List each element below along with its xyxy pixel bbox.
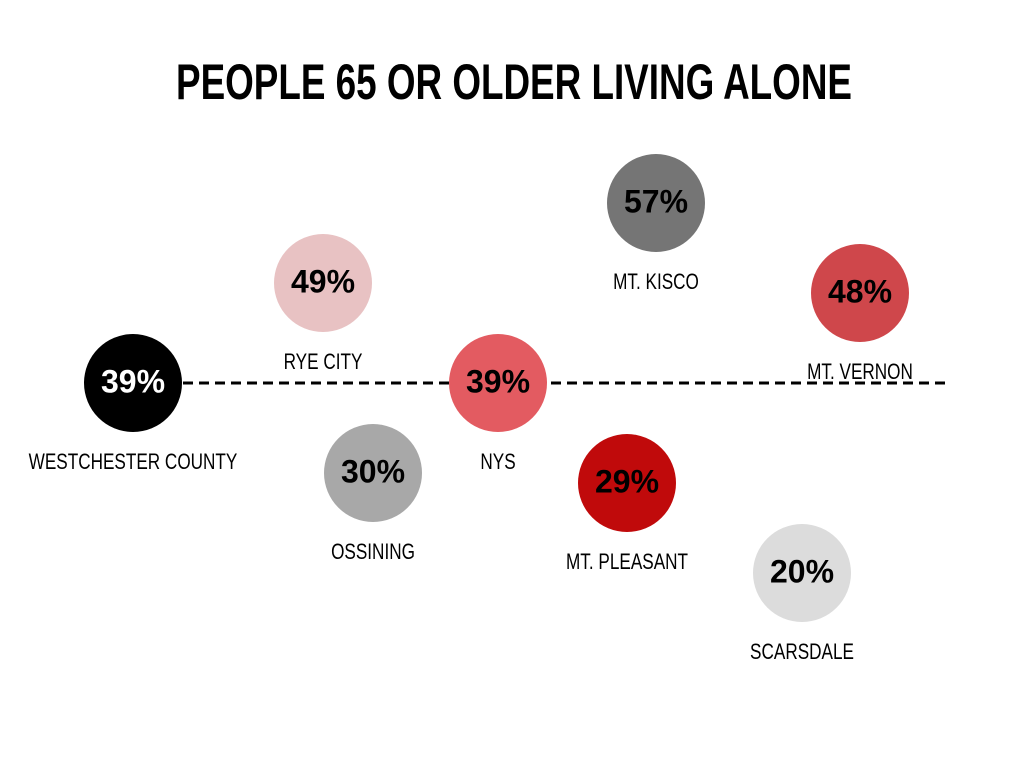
category-label: WESTCHESTER COUNTY — [29, 450, 238, 475]
bubble — [811, 244, 909, 342]
value-label: 49% — [291, 263, 355, 299]
category-label: NYS — [480, 450, 515, 475]
value-label: 39% — [101, 363, 165, 399]
bubble — [274, 234, 372, 332]
value-label: 29% — [595, 463, 659, 499]
bubble — [449, 334, 547, 432]
category-label: SCARSDALE — [750, 640, 854, 665]
value-label: 30% — [341, 453, 405, 489]
bubble — [324, 424, 422, 522]
value-label: 48% — [828, 273, 892, 309]
bubble — [753, 524, 851, 622]
value-label: 20% — [770, 553, 834, 589]
bubble — [607, 154, 705, 252]
bubble — [84, 334, 182, 432]
category-label: MT. PLEASANT — [566, 550, 688, 575]
value-label: 39% — [466, 363, 530, 399]
category-label: RYE CITY — [284, 350, 363, 375]
category-label: OSSINING — [331, 540, 415, 565]
category-label: MT. VERNON — [807, 360, 913, 385]
bubble — [578, 434, 676, 532]
value-label: 57% — [624, 183, 688, 219]
chart-title: PEOPLE 65 OR OLDER LIVING ALONE — [176, 54, 852, 110]
category-label: MT. KISCO — [613, 270, 699, 295]
